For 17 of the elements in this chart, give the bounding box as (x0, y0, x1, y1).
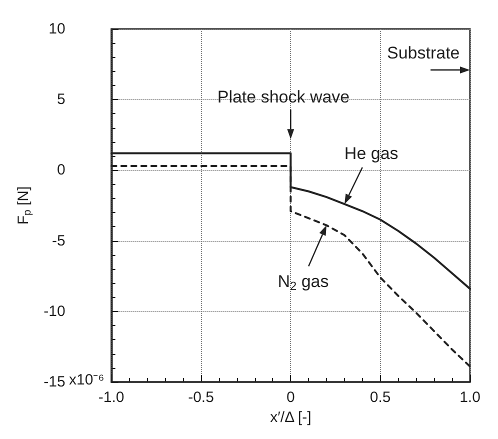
x-tick-label: 0.5 (370, 389, 391, 406)
annotation: Substrate (386, 44, 460, 63)
y-tick-label: 10 (48, 20, 66, 38)
x-tick-label: -1.0 (98, 389, 124, 406)
y-axis-title: Fp [N] (15, 186, 34, 225)
y-tick-label: -10 (44, 302, 66, 320)
y-tick-label: -15 (44, 374, 66, 390)
x-tick-label: -0.5 (188, 389, 214, 406)
x-tick-label: 0 (286, 389, 295, 406)
x-axis-title: x′/Δ [-] (270, 408, 312, 426)
annotation: Plate shock wave (217, 87, 350, 106)
y-tick-label: 5 (56, 91, 66, 108)
text: x10⁻⁶ (68, 372, 104, 388)
y-tick-label: -5 (52, 232, 66, 250)
annotation: He gas (344, 144, 398, 163)
y-tick-label: 0 (56, 162, 66, 179)
x-tick-label: 1.0 (460, 389, 480, 406)
